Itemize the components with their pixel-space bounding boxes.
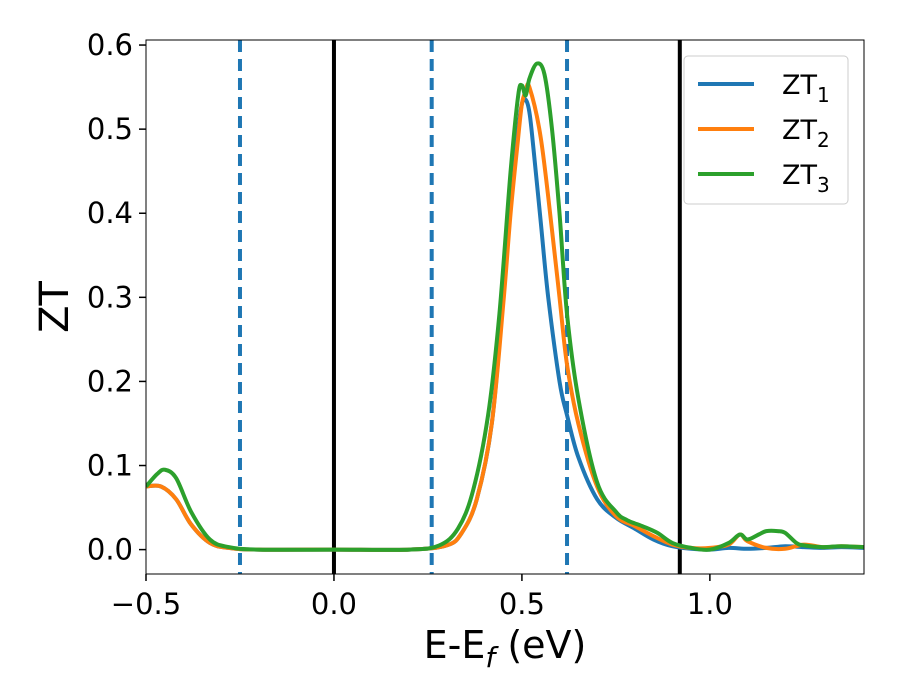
- x-tick-label: 0.5: [499, 587, 545, 621]
- y-tick-label: 0.1: [87, 449, 133, 483]
- legend-label: ZT2: [782, 115, 830, 152]
- x-axis-title-main: E-E: [424, 623, 486, 667]
- legend-label: ZT3: [782, 160, 830, 197]
- legend-item-zt1: ZT1: [698, 70, 830, 107]
- vertical-reference-lines: [237, 40, 682, 574]
- x-axis-title-unit: (eV): [495, 623, 586, 667]
- plot-frame: [145, 39, 865, 575]
- y-axis-ticks: 0.0 0.1 0.2 0.3 0.4 0.5 0.6: [87, 28, 146, 567]
- x-tick-label: −0.5: [111, 587, 181, 621]
- series-layer: [146, 61, 864, 552]
- legend-box: [683, 55, 849, 205]
- y-tick-label: 0.2: [87, 364, 133, 398]
- x-axis-title: E-Ef (eV): [424, 623, 587, 674]
- legend: ZT1 ZT2 ZT3: [683, 55, 849, 205]
- x-tick-label: 1.0: [687, 587, 733, 621]
- legend-label: ZT1: [782, 70, 830, 107]
- legend-item-zt2: ZT2: [698, 115, 830, 152]
- y-tick-label: 0.0: [87, 533, 133, 567]
- x-tick-label: 0.0: [311, 587, 357, 621]
- legend-item-zt3: ZT3: [698, 160, 830, 197]
- x-axis-ticks: −0.5 0.0 0.5 1.0: [111, 574, 733, 621]
- series-line-zt3: [146, 61, 864, 552]
- y-tick-label: 0.3: [87, 280, 133, 314]
- y-tick-label: 0.5: [87, 112, 133, 146]
- y-tick-label: 0.6: [87, 28, 133, 62]
- y-axis-title: ZT: [32, 281, 78, 333]
- y-tick-label: 0.4: [87, 196, 133, 230]
